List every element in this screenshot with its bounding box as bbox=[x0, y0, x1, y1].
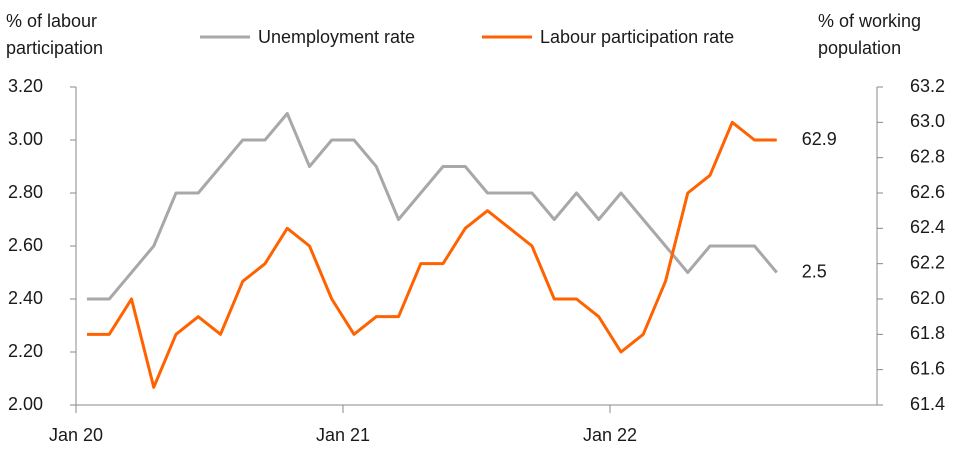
y2-tick-label: 63.0 bbox=[910, 111, 945, 131]
legend-label: Labour participation rate bbox=[540, 27, 734, 47]
line-series bbox=[87, 120, 777, 389]
y2-tick-label: 62.2 bbox=[910, 252, 945, 272]
x-tick-label: Jan 22 bbox=[583, 425, 637, 445]
y2-axis-title: % of working population bbox=[818, 11, 922, 58]
x-tick-label: Jan 20 bbox=[49, 425, 103, 445]
y-tick-label: 3.20 bbox=[8, 76, 43, 96]
end-value-label: 62.9 bbox=[802, 129, 837, 149]
y2-tick-label: 61.4 bbox=[910, 394, 945, 414]
end-value-label: 2.5 bbox=[802, 261, 827, 281]
y2-tick-label: 62.4 bbox=[910, 217, 945, 237]
y-tick-label: 3.00 bbox=[8, 129, 43, 149]
y2-tick-label: 63.2 bbox=[910, 76, 945, 96]
y-axis-title: % of labour participation bbox=[6, 11, 104, 58]
y2-tick-label: 62.6 bbox=[910, 182, 945, 202]
x-tick-label: Jan 21 bbox=[316, 425, 370, 445]
y2-tick-label: 61.8 bbox=[910, 323, 945, 343]
y-tick-label: 2.20 bbox=[8, 341, 43, 361]
y2-tick-label: 62.8 bbox=[910, 146, 945, 166]
y-tick-label: 2.80 bbox=[8, 182, 43, 202]
y2-tick-label: 62.0 bbox=[910, 288, 945, 308]
y2-tick-label: 61.6 bbox=[910, 358, 945, 378]
y-tick-label: 2.60 bbox=[8, 235, 43, 255]
y-tick-label: 2.00 bbox=[8, 394, 43, 414]
legend-label: Unemployment rate bbox=[258, 27, 415, 47]
y-tick-label: 2.40 bbox=[8, 288, 43, 308]
line-series bbox=[87, 112, 778, 301]
